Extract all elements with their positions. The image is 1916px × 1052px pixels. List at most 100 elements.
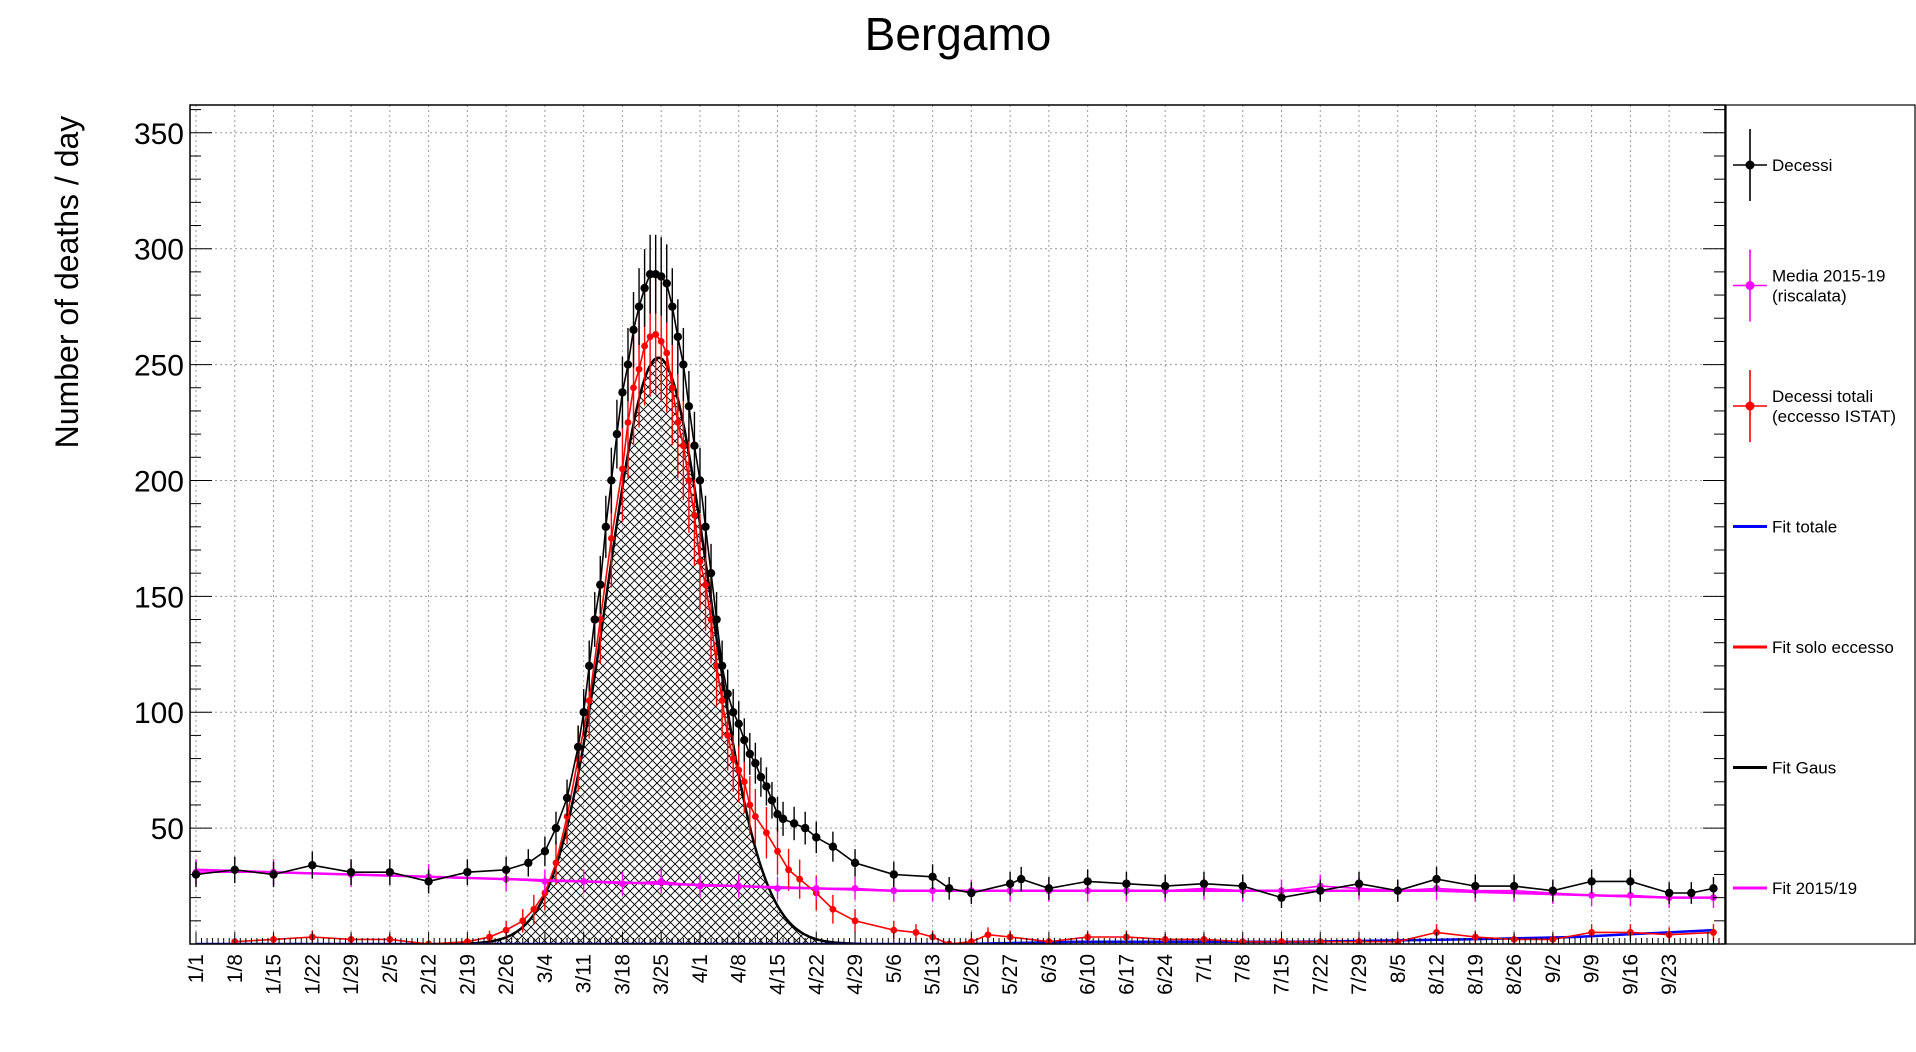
data-point xyxy=(596,580,605,589)
data-point xyxy=(695,476,705,485)
series-0 xyxy=(191,234,1718,909)
x-tick-label: 9/16 xyxy=(1619,954,1642,995)
data-point xyxy=(668,302,677,311)
data-point xyxy=(1354,879,1364,888)
y-tick-label: 200 xyxy=(134,465,184,498)
data-point xyxy=(767,796,777,805)
data-point xyxy=(579,708,588,717)
data-point xyxy=(812,833,821,842)
data-point xyxy=(1588,891,1596,899)
data-point xyxy=(607,535,615,542)
data-point xyxy=(1160,881,1170,891)
data-point xyxy=(829,905,837,913)
x-tick-label: 3/11 xyxy=(573,954,596,993)
data-point xyxy=(778,814,788,824)
data-point xyxy=(601,522,611,532)
data-point xyxy=(530,905,538,913)
legend-label: Decessi xyxy=(1772,156,1832,175)
series-2 xyxy=(231,274,1717,944)
data-point xyxy=(346,867,356,877)
data-point xyxy=(1587,877,1596,886)
data-point xyxy=(524,858,533,868)
data-point xyxy=(928,872,937,881)
data-point xyxy=(1393,886,1402,895)
data-point xyxy=(717,661,727,671)
series-line xyxy=(195,273,1714,899)
data-point xyxy=(684,402,694,411)
data-point xyxy=(890,926,898,934)
legend-box xyxy=(1725,104,1916,945)
data-point xyxy=(657,338,665,345)
data-point xyxy=(635,365,643,373)
x-tick-label: 8/5 xyxy=(1387,954,1410,983)
data-point xyxy=(851,884,859,892)
data-point xyxy=(1199,879,1209,888)
x-tick-label: 6/17 xyxy=(1115,954,1138,995)
data-point xyxy=(607,476,616,485)
legend-entry: Fit totale xyxy=(1733,518,1837,537)
x-tick-label: 5/20 xyxy=(960,954,983,995)
data-point xyxy=(724,732,732,739)
data-point xyxy=(696,558,704,565)
data-point xyxy=(679,360,688,369)
legend-entry: Decessi totali(eccesso ISTAT) xyxy=(1733,370,1896,442)
series-line xyxy=(196,871,1714,899)
data-point xyxy=(774,847,781,855)
data-point xyxy=(796,875,804,883)
data-point xyxy=(690,441,699,450)
data-point xyxy=(634,302,644,311)
data-point xyxy=(646,333,654,341)
data-point xyxy=(723,689,732,698)
data-point xyxy=(269,870,278,879)
data-point xyxy=(502,926,510,934)
data-point xyxy=(623,360,633,369)
data-point xyxy=(1083,877,1092,886)
x-tick-label: 4/22 xyxy=(805,954,828,995)
data-point xyxy=(540,847,550,856)
data-point xyxy=(657,272,666,281)
x-tick-label: 6/3 xyxy=(1038,954,1061,983)
x-tick-label: 9/23 xyxy=(1658,954,1681,995)
y-tick-label: 250 xyxy=(134,350,184,383)
data-point xyxy=(702,581,709,589)
x-tick-label: 7/8 xyxy=(1232,954,1255,983)
x-tick-label: 8/12 xyxy=(1426,954,1449,995)
gaussian-fit-hatch xyxy=(454,357,862,944)
x-tick-label: 5/27 xyxy=(999,954,1022,995)
data-point xyxy=(828,842,838,851)
x-tick-label: 4/29 xyxy=(844,954,867,995)
x-tick-label: 1/22 xyxy=(301,954,324,995)
data-point xyxy=(1626,877,1635,886)
legend-label: Fit solo eccesso xyxy=(1772,638,1894,657)
data-point xyxy=(712,615,721,624)
data-point xyxy=(619,465,626,473)
data-point xyxy=(912,929,920,936)
data-point xyxy=(740,735,749,745)
x-tick-label: 6/24 xyxy=(1154,954,1177,995)
legend-label: Fit 2015/19 xyxy=(1772,879,1857,898)
y-tick-label: 350 xyxy=(134,118,184,151)
gaussian-fit-area xyxy=(454,356,862,944)
y-tick-label: 100 xyxy=(134,697,184,730)
data-point xyxy=(562,793,572,803)
data-point xyxy=(751,813,759,820)
data-point xyxy=(585,697,593,705)
data-point xyxy=(657,878,665,885)
data-point xyxy=(674,419,682,426)
x-tick-label: 8/19 xyxy=(1464,954,1487,995)
data-point xyxy=(773,810,782,819)
x-tick-label: 7/15 xyxy=(1270,954,1293,995)
legend-marker xyxy=(1745,281,1755,290)
data-point xyxy=(580,878,588,885)
data-point xyxy=(756,772,766,782)
data-point xyxy=(1626,891,1634,899)
x-tick-label: 9/9 xyxy=(1581,954,1604,983)
x-tick-label: 2/26 xyxy=(495,954,518,995)
legend-entry: Fit solo eccesso xyxy=(1733,638,1894,657)
data-point xyxy=(663,349,671,357)
data-point xyxy=(1016,874,1026,884)
x-tick-label: 3/18 xyxy=(611,954,634,995)
x-tick-label: 1/15 xyxy=(263,954,286,995)
data-point xyxy=(641,342,648,350)
